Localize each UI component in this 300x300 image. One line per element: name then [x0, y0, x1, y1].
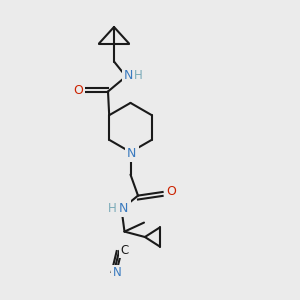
- Text: H: H: [134, 69, 143, 82]
- Text: N: N: [124, 69, 133, 82]
- Text: N: N: [119, 202, 129, 215]
- Text: N: N: [127, 147, 136, 160]
- Text: C: C: [120, 244, 129, 257]
- Text: N: N: [112, 266, 122, 279]
- Text: O: O: [73, 84, 83, 97]
- Text: H: H: [108, 202, 117, 215]
- Text: O: O: [166, 184, 176, 198]
